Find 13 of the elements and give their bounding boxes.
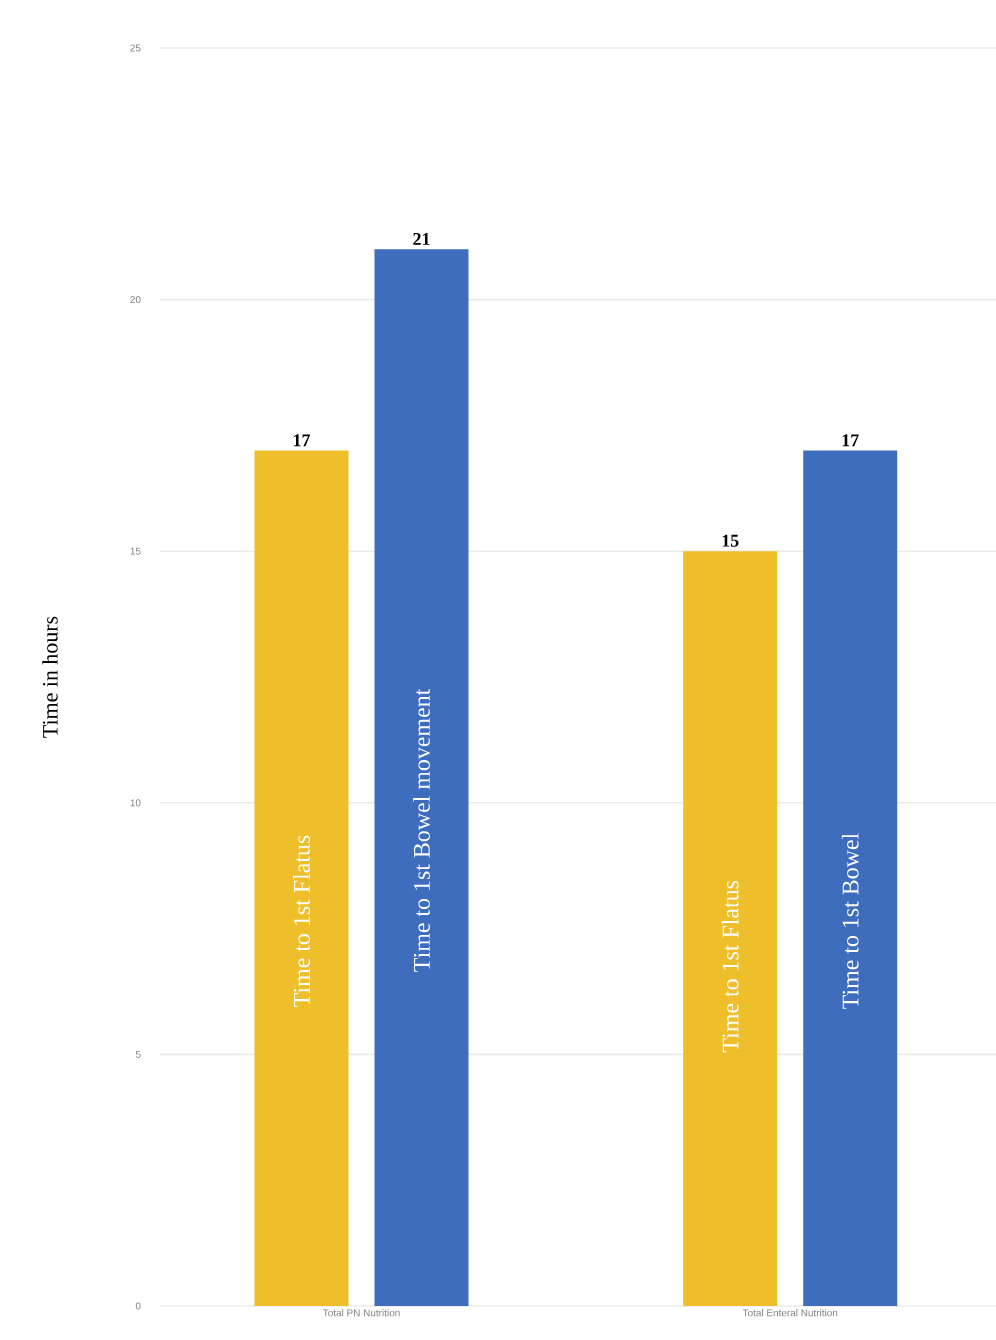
data-label: 21 [413,233,430,245]
bar [254,450,349,1306]
data-label: 17 [842,434,859,447]
data-label: 17 [293,434,311,447]
annotation: Time to 1st Bowel movement [413,688,430,972]
y-axis-title: Time in hours [42,616,58,738]
annotation: Time to 1st Bowel [841,833,859,1009]
annotation: Time to 1st Flatus [721,880,739,1053]
bar [374,249,469,1306]
bar [683,551,778,1306]
data-label: 15 [722,534,739,547]
bar [803,450,898,1306]
annotation: Time to 1st Flatus [293,835,310,1007]
